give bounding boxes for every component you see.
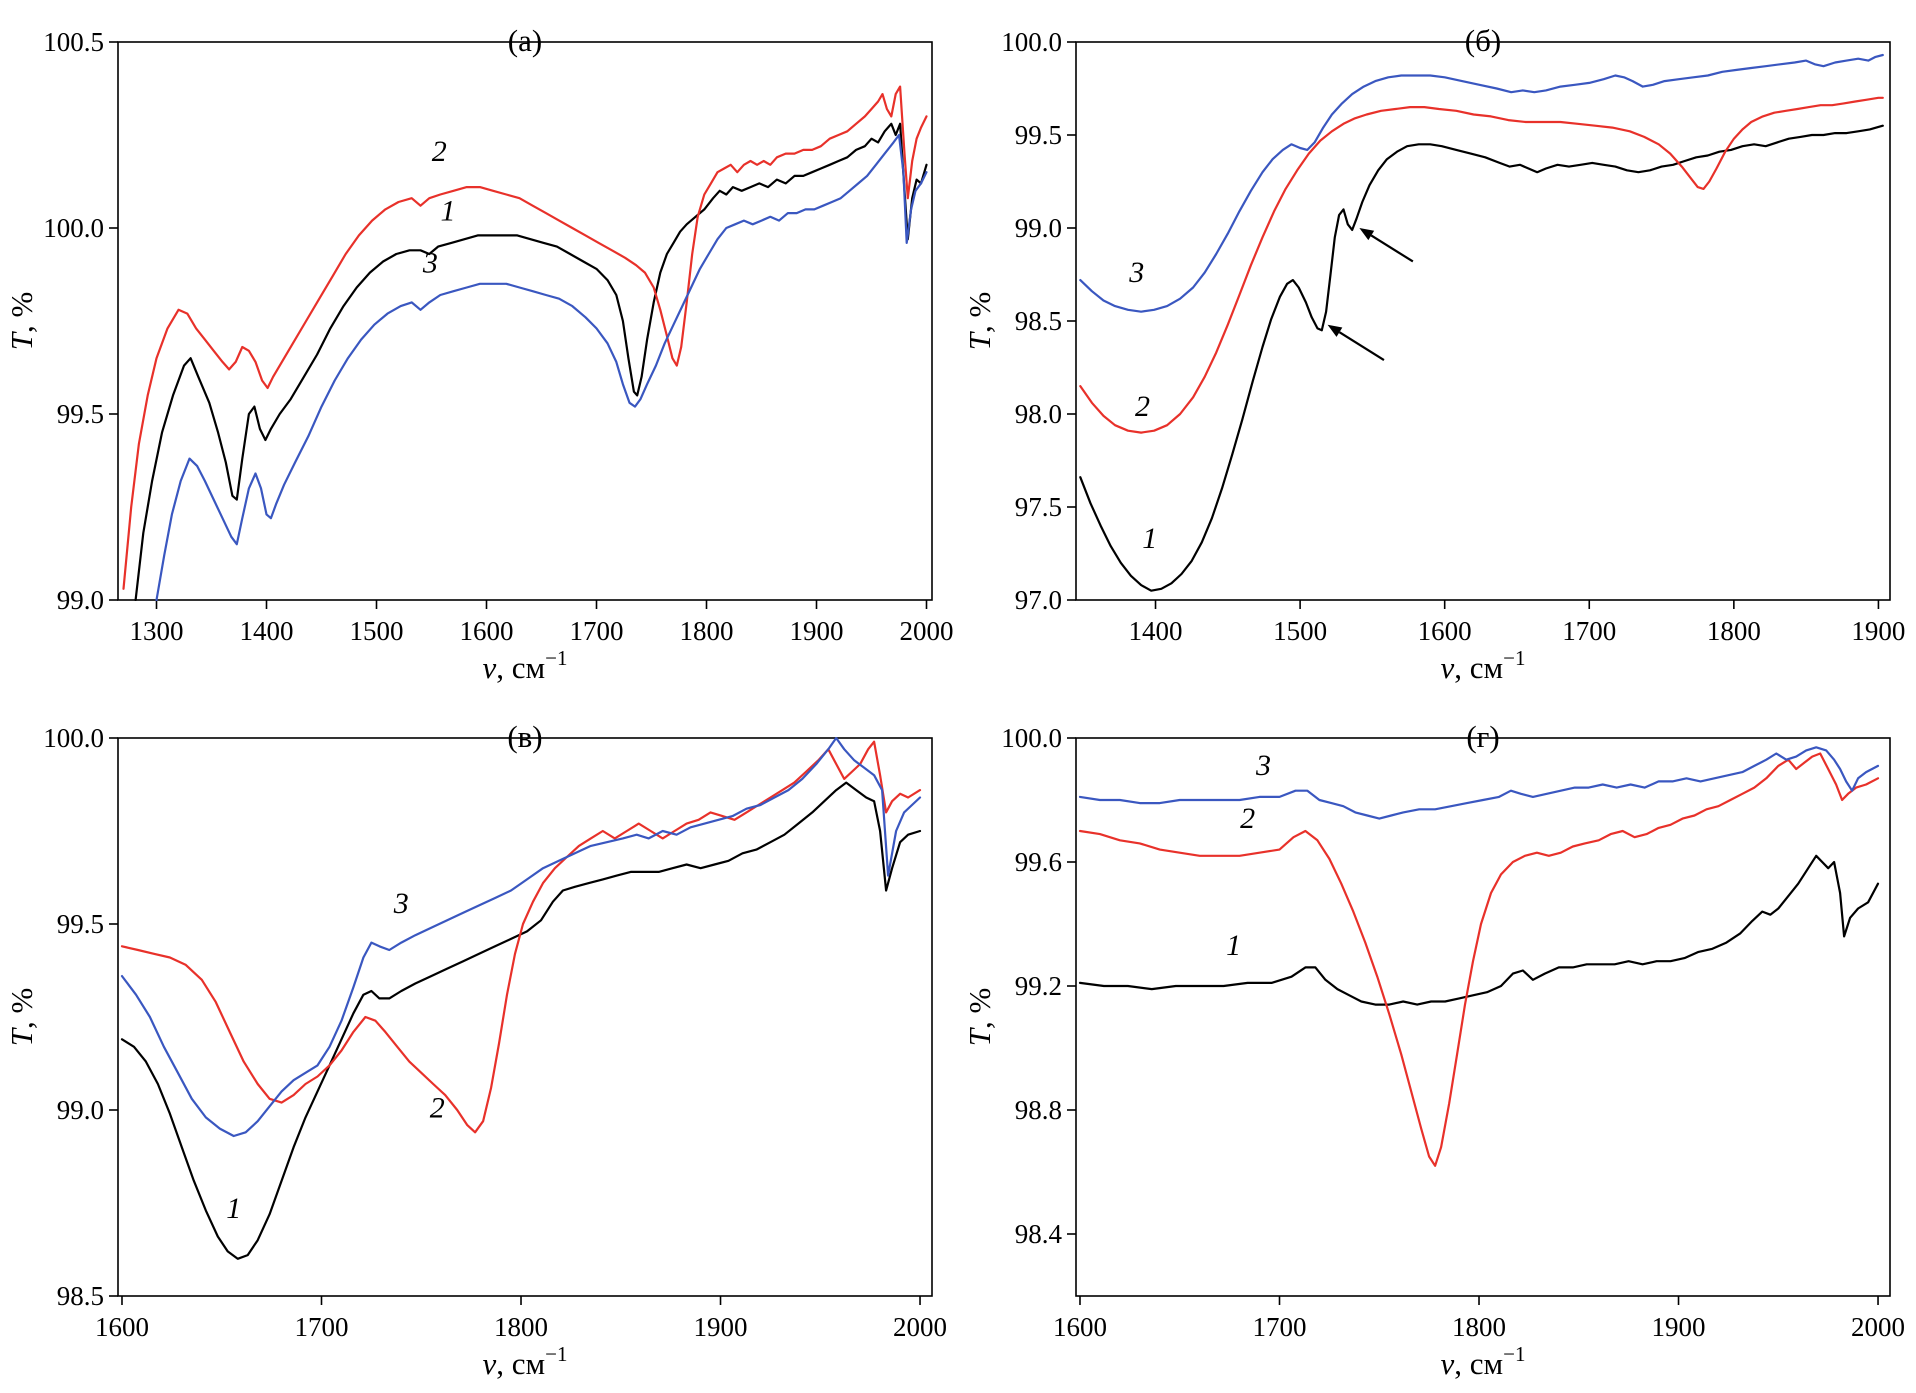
x-tick-label: 1900 [1851, 616, 1905, 646]
series-1-curve [1079, 124, 1884, 592]
series-2-label: 2 [430, 1091, 445, 1124]
x-tick-label: 1700 [295, 1312, 349, 1342]
series-3-label: 3 [393, 887, 409, 920]
annotation-arrow-shaft [1370, 234, 1414, 263]
panel-v: 1600 1700 1800 1900 2000 98.5 99.0 99.5 100.0 (в)… [0, 696, 958, 1392]
panel-title: (б) [1465, 23, 1501, 58]
series-2-label: 2 [1240, 802, 1255, 835]
y-axis-label: T, % [962, 292, 997, 351]
plot-frame [1075, 737, 1891, 1297]
x-tick-label: 1300 [130, 616, 184, 646]
panel-title: (а) [508, 23, 542, 58]
y-tick-label: 97.0 [1015, 585, 1062, 615]
x-tick-label: 1400 [1129, 616, 1183, 646]
y-tick-label: 99.5 [1015, 120, 1062, 150]
y-tick-label: 99.0 [57, 1095, 104, 1125]
y-tick-label: 100.0 [1001, 723, 1062, 753]
panel-g: 1600 1700 1800 1900 2000 98.4 98.8 99.2 99.6 100.… [958, 696, 1916, 1392]
x-tick-label: 1900 [1652, 1312, 1706, 1342]
y-tick-label: 97.5 [1015, 492, 1062, 522]
y-tick-label: 98.5 [57, 1281, 104, 1311]
x-tick-label: 1800 [494, 1312, 548, 1342]
x-tick-label: 1500 [350, 616, 404, 646]
x-tick-label: 1700 [1562, 616, 1616, 646]
x-axis-label: ν, см−1 [1441, 1342, 1526, 1381]
x-axis-label: ν, см−1 [1441, 646, 1526, 685]
x-tick-label: 2000 [1851, 1312, 1905, 1342]
y-axis-label: T, % [962, 988, 997, 1047]
panel-title: (в) [507, 719, 542, 754]
y-tick-label: 98.0 [1015, 399, 1062, 429]
x-tick-label: 1800 [1452, 1312, 1506, 1342]
x-tick-label: 1600 [95, 1312, 149, 1342]
panel-b-chart: 1400 1500 1600 1700 1800 1900 97.0 97.5 98.0 98.5… [962, 23, 1905, 685]
plot-frame [117, 41, 933, 601]
series-2-curve [1079, 96, 1884, 434]
x-axis-label: ν, см−1 [483, 646, 568, 685]
y-axis-label: T, % [4, 292, 39, 351]
x-tick-label: 1700 [1253, 1312, 1307, 1342]
series-1-curve [120, 781, 922, 1260]
panel-g-chart: 1600 1700 1800 1900 2000 98.4 98.8 99.2 99.6 100.… [962, 719, 1905, 1381]
y-tick-label: 99.2 [1015, 971, 1062, 1001]
y-axis-label: T, % [4, 988, 39, 1047]
series-2-curve [1078, 752, 1880, 1167]
x-tick-label: 1500 [1273, 616, 1327, 646]
y-tick-label: 100.0 [1001, 27, 1062, 57]
panel-v-chart: 1600 1700 1800 1900 2000 98.5 99.0 99.5 100.0 (в)… [4, 719, 947, 1381]
series-3-curve [120, 737, 922, 1138]
y-tick-label: 99.5 [57, 909, 104, 939]
y-tick-label: 99.0 [1015, 213, 1062, 243]
x-tick-label: 1700 [570, 616, 624, 646]
y-tick-label: 100.5 [43, 27, 104, 57]
panel-a-chart: 1300 1400 1500 1600 1700 1800 1900 2000 99.0 99.5… [4, 23, 954, 685]
plot-frame [1075, 41, 1891, 601]
panel-title: (г) [1466, 719, 1499, 754]
y-tick-label: 98.8 [1015, 1095, 1062, 1125]
series-1-label: 1 [1226, 929, 1241, 962]
series-3-curve [1079, 53, 1884, 313]
series-2-label: 2 [432, 135, 447, 168]
x-tick-label: 1400 [240, 616, 294, 646]
series-1-label: 1 [441, 195, 456, 228]
x-tick-label: 1600 [1418, 616, 1472, 646]
series-1-label: 1 [226, 1192, 241, 1225]
x-tick-label: 1900 [694, 1312, 748, 1342]
y-tick-label: 98.4 [1015, 1219, 1063, 1249]
series-3-label: 3 [1255, 749, 1271, 782]
series-3-curve [1078, 746, 1880, 820]
series-1-curve [1078, 854, 1880, 1006]
series-3-label: 3 [422, 247, 438, 280]
y-tick-label: 98.5 [1015, 306, 1062, 336]
x-tick-label: 1600 [1053, 1312, 1107, 1342]
series-3-curve [155, 133, 928, 601]
y-tick-label: 99.5 [57, 399, 104, 429]
y-tick-label: 99.0 [57, 585, 104, 615]
x-tick-label: 1800 [680, 616, 734, 646]
x-tick-label: 2000 [900, 616, 954, 646]
y-tick-label: 99.6 [1015, 847, 1062, 877]
x-axis-label: ν, см−1 [483, 1342, 568, 1381]
y-tick-label: 100.0 [43, 723, 104, 753]
series-2-curve [122, 85, 928, 590]
series-2-label: 2 [1135, 390, 1150, 423]
series-3-label: 3 [1128, 256, 1144, 289]
series-1-label: 1 [1142, 522, 1157, 555]
series-1-curve [134, 122, 928, 601]
panel-a: 1300 1400 1500 1600 1700 1800 1900 2000 99.0 99.5… [0, 0, 958, 696]
x-tick-label: 2000 [893, 1312, 947, 1342]
annotation-arrow-shaft [1338, 331, 1385, 361]
x-tick-label: 1600 [460, 616, 514, 646]
annotation-arrow-head [1359, 228, 1375, 241]
panel-b: 1400 1500 1600 1700 1800 1900 97.0 97.5 98.0 98.5… [958, 0, 1916, 696]
series-2-curve [120, 740, 922, 1134]
x-tick-label: 1800 [1707, 616, 1761, 646]
y-tick-label: 100.0 [43, 213, 104, 243]
plot-frame [117, 737, 933, 1297]
annotation-arrow-head [1327, 324, 1343, 337]
x-tick-label: 1900 [790, 616, 844, 646]
